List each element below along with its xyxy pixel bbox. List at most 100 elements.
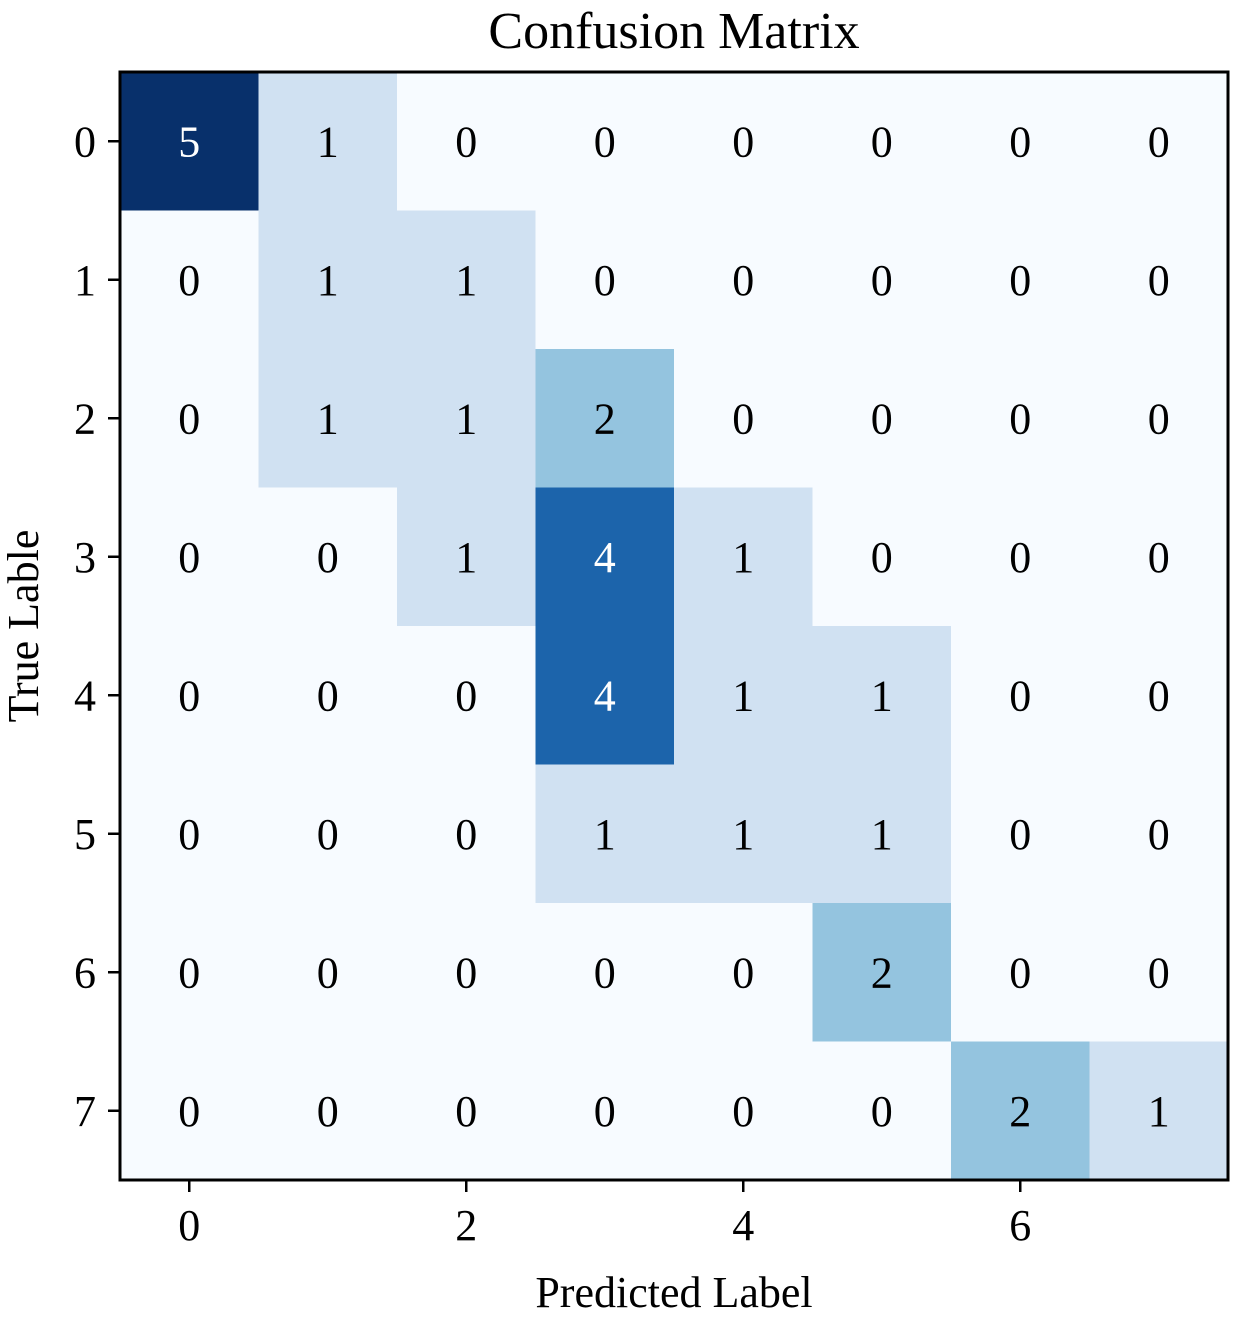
cell-value-label: 0 xyxy=(871,533,893,582)
cell-value-label: 1 xyxy=(317,256,339,305)
heatmap-cell xyxy=(951,487,1091,627)
y-tick-label: 0 xyxy=(74,117,96,166)
heatmap-cell xyxy=(258,764,398,904)
cell-value-label: 0 xyxy=(178,394,200,443)
heatmap-cell xyxy=(951,349,1091,489)
heatmap-cell xyxy=(674,487,814,627)
heatmap-cell xyxy=(812,626,952,766)
cell-value-label: 0 xyxy=(1148,671,1170,720)
heatmap-cell xyxy=(120,72,260,212)
y-axis-label: True Lable xyxy=(0,530,48,723)
cell-value-label: 0 xyxy=(732,394,754,443)
heatmap-cell xyxy=(258,349,398,489)
cell-value-label: 1 xyxy=(455,533,477,582)
cell-value-label: 0 xyxy=(317,1087,339,1136)
cell-value-label: 4 xyxy=(594,533,616,582)
y-tick-label: 4 xyxy=(74,671,96,720)
heatmap-cell xyxy=(812,1041,952,1181)
heatmap-cell xyxy=(120,764,260,904)
plot-frame xyxy=(118,70,1230,1182)
heatmap-cell xyxy=(1089,72,1229,212)
cell-value-label: 1 xyxy=(871,671,893,720)
cell-value-label: 5 xyxy=(178,117,200,166)
cell-value-label: 0 xyxy=(1148,394,1170,443)
cell-value-label: 1 xyxy=(732,671,754,720)
heatmap-cells xyxy=(120,72,1229,1181)
x-tick-label: 0 xyxy=(178,1201,200,1250)
heatmap-cell xyxy=(397,903,537,1043)
x-tick-label: 2 xyxy=(455,1201,477,1250)
heatmap-cell xyxy=(120,487,260,627)
cell-value-label: 0 xyxy=(178,533,200,582)
heatmap-cell xyxy=(1089,487,1229,627)
cell-value-label: 0 xyxy=(594,117,616,166)
heatmap-cell xyxy=(397,349,537,489)
cell-value-label: 1 xyxy=(455,394,477,443)
heatmap-cell xyxy=(674,210,814,350)
heatmap-cell xyxy=(258,210,398,350)
cell-value-label: 0 xyxy=(317,533,339,582)
cell-value-label: 2 xyxy=(871,948,893,997)
heatmap-cell xyxy=(951,903,1091,1043)
heatmap-cell xyxy=(397,626,537,766)
cell-value-label: 0 xyxy=(178,1087,200,1136)
cell-value-label: 0 xyxy=(455,948,477,997)
heatmap-cell xyxy=(674,349,814,489)
cell-value-label: 0 xyxy=(178,810,200,859)
heatmap-cell xyxy=(535,487,675,627)
heatmap-cell xyxy=(535,349,675,489)
cell-value-label: 0 xyxy=(732,117,754,166)
cell-value-label: 0 xyxy=(594,1087,616,1136)
cell-value-label: 0 xyxy=(1009,117,1031,166)
cell-value-label: 0 xyxy=(1009,671,1031,720)
cell-value-label: 0 xyxy=(1148,533,1170,582)
cell-value-label: 0 xyxy=(317,948,339,997)
heatmap-cell xyxy=(674,72,814,212)
heatmap-cell xyxy=(674,626,814,766)
x-axis-label: Predicted Label xyxy=(535,1268,812,1317)
chart-title: Confusion Matrix xyxy=(488,3,859,60)
heatmap-cell xyxy=(812,210,952,350)
heatmap-cell xyxy=(951,210,1091,350)
cell-value-label: 0 xyxy=(1148,117,1170,166)
cell-value-label: 0 xyxy=(871,117,893,166)
y-tick-label: 6 xyxy=(74,948,96,997)
heatmap-cell xyxy=(1089,1041,1229,1181)
cell-value-label: 1 xyxy=(317,117,339,166)
cell-value-label: 2 xyxy=(594,394,616,443)
cell-value-label: 0 xyxy=(178,256,200,305)
cell-value-label: 0 xyxy=(1148,256,1170,305)
cell-value-label: 1 xyxy=(871,810,893,859)
heatmap-cell xyxy=(812,764,952,904)
heatmap-cell xyxy=(1089,349,1229,489)
cell-value-label: 0 xyxy=(594,948,616,997)
heatmap-cell xyxy=(397,72,537,212)
cell-value-label: 0 xyxy=(455,810,477,859)
cell-value-label: 0 xyxy=(871,1087,893,1136)
cell-value-label: 0 xyxy=(178,671,200,720)
heatmap-cell xyxy=(535,903,675,1043)
y-tick-label: 5 xyxy=(74,810,96,859)
y-axis-ticks: 0 1 2 3 4 5 6 7 xyxy=(74,117,120,1136)
cell-value-label: 0 xyxy=(732,948,754,997)
cell-value-label: 2 xyxy=(1009,1087,1031,1136)
heatmap-cell xyxy=(951,72,1091,212)
x-tick-label: 6 xyxy=(1009,1201,1031,1250)
heatmap-cell xyxy=(397,1041,537,1181)
heatmap-cell xyxy=(258,487,398,627)
cell-value-label: 1 xyxy=(455,256,477,305)
y-tick-label: 1 xyxy=(74,256,96,305)
heatmap-cell xyxy=(674,1041,814,1181)
y-tick-label: 7 xyxy=(74,1087,96,1136)
cell-value-label: 0 xyxy=(455,1087,477,1136)
cell-value-label: 1 xyxy=(732,533,754,582)
heatmap-cell xyxy=(535,1041,675,1181)
heatmap-cell xyxy=(258,903,398,1043)
cell-value-label: 0 xyxy=(871,256,893,305)
x-tick-label: 4 xyxy=(732,1201,754,1250)
heatmap-cell xyxy=(120,626,260,766)
x-axis-ticks: 0 2 4 6 xyxy=(178,1180,1031,1250)
heatmap-cell xyxy=(812,349,952,489)
heatmap-cell xyxy=(1089,626,1229,766)
cell-value-labels: 5 1 0 0 0 0 0 0 0 1 1 0 0 0 0 0 0 1 1 2 0 0 0 0 0 0 1 4 1 0 0 0 0 0 0 4 1 1 0 0… xyxy=(178,117,1170,1136)
